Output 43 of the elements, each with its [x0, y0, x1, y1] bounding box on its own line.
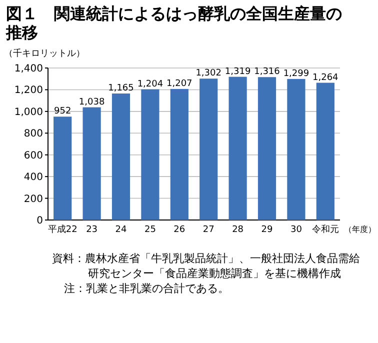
- x-tick-label: 29: [261, 225, 273, 235]
- bar: [141, 89, 160, 220]
- chart-title: 図１ 関連統計によるはっ酵乳の全国生産量の推移: [4, 3, 343, 42]
- data-label: 1,264: [312, 72, 339, 83]
- y-axis-title: （千キロリットル）: [4, 48, 85, 59]
- data-label: 1,299: [283, 68, 310, 79]
- text: 注：乳業と非乳業の合計である。: [63, 281, 230, 296]
- data-label: 1,207: [166, 78, 192, 89]
- data-label: 1,316: [254, 67, 280, 78]
- y-tick-label: 200: [24, 194, 43, 205]
- bar: [200, 78, 218, 220]
- data-label: 1,302: [196, 68, 222, 79]
- y-tick-label: 400: [24, 172, 43, 184]
- bar: [82, 107, 101, 220]
- x-tick-label: 28: [232, 225, 244, 235]
- x-tick-label: 24: [115, 225, 127, 235]
- y-tick-label: 600: [24, 150, 43, 162]
- y-tick-label: 1,400: [14, 64, 43, 74]
- bar: [316, 82, 334, 220]
- y-tick-label: 1,200: [14, 85, 43, 96]
- x-tick-label: 27: [202, 225, 214, 235]
- y-tick-label: 0: [36, 216, 43, 226]
- y-tick-label: 800: [24, 128, 43, 140]
- x-tick-label: 30: [290, 225, 302, 235]
- x-tick-label: 26: [174, 225, 186, 235]
- data-label: 1,204: [137, 79, 164, 90]
- data-label: 1,165: [108, 84, 134, 94]
- bar: [287, 78, 306, 220]
- x-tick-label: 令和元: [312, 224, 339, 235]
- bar: [112, 94, 130, 220]
- bar: [54, 116, 72, 220]
- x-tick-label: 23: [86, 225, 98, 235]
- data-label: 1,038: [78, 97, 105, 108]
- bar: [258, 77, 276, 220]
- text: 資料：農林水産省「牛乳乳製品統計」、一般社団法人食品需給研究センター「食品産業動態調査」を基に機構作成: [51, 251, 361, 281]
- x-axis-title: （年度）: [344, 225, 376, 234]
- bar: [170, 88, 188, 220]
- data-label: 1,319: [224, 66, 251, 77]
- x-tick-label: 平成22: [48, 224, 78, 235]
- bar: [228, 76, 247, 220]
- x-tick-label: 25: [144, 225, 156, 235]
- data-label: 952: [54, 106, 72, 117]
- y-tick-label: 1,000: [14, 106, 43, 118]
